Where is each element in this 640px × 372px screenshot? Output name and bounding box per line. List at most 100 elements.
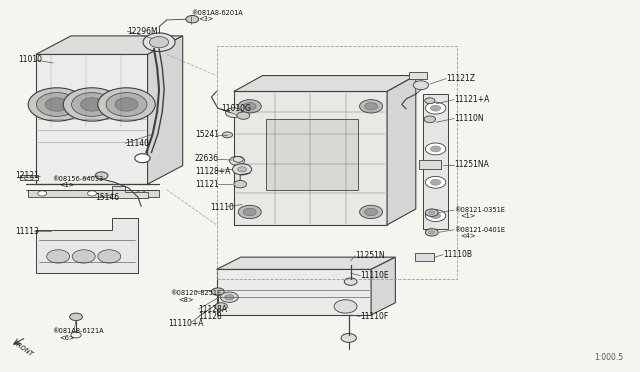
Circle shape: [36, 93, 77, 116]
Circle shape: [237, 167, 246, 172]
Circle shape: [360, 205, 383, 219]
Circle shape: [365, 208, 378, 216]
Circle shape: [426, 102, 446, 114]
Text: 22636: 22636: [195, 154, 219, 163]
Polygon shape: [20, 175, 38, 180]
Circle shape: [238, 205, 261, 219]
Circle shape: [222, 132, 232, 138]
Text: 11113: 11113: [15, 227, 38, 236]
Text: 11010G: 11010G: [221, 105, 252, 113]
Circle shape: [225, 108, 242, 118]
Polygon shape: [266, 119, 358, 190]
Circle shape: [63, 88, 121, 121]
Text: 11128+A: 11128+A: [195, 167, 230, 176]
Circle shape: [431, 179, 441, 185]
Circle shape: [214, 303, 227, 310]
Polygon shape: [234, 92, 387, 225]
Text: <6>: <6>: [60, 335, 75, 341]
Text: 11121Z: 11121Z: [447, 74, 476, 83]
Circle shape: [426, 143, 446, 155]
Circle shape: [47, 250, 70, 263]
Polygon shape: [415, 253, 434, 261]
Polygon shape: [36, 54, 148, 184]
Text: 11110N: 11110N: [454, 114, 484, 123]
Text: 11121: 11121: [195, 180, 219, 189]
Circle shape: [426, 176, 446, 188]
Circle shape: [137, 191, 146, 196]
Text: 11110+A: 11110+A: [168, 319, 204, 328]
Circle shape: [243, 208, 256, 216]
Text: 1:000.5: 1:000.5: [594, 353, 623, 362]
Circle shape: [135, 154, 150, 163]
Text: 11140: 11140: [125, 139, 149, 148]
Text: ®08121-0351E: ®08121-0351E: [454, 207, 505, 213]
Polygon shape: [216, 269, 371, 315]
Polygon shape: [424, 94, 448, 229]
Text: 11110B: 11110B: [444, 250, 472, 259]
Circle shape: [70, 313, 83, 321]
Text: 15146: 15146: [95, 193, 119, 202]
Circle shape: [150, 37, 169, 48]
Circle shape: [238, 100, 261, 113]
Text: ®08120-8251E: ®08120-8251E: [170, 291, 221, 296]
Polygon shape: [387, 76, 416, 225]
Circle shape: [229, 156, 244, 165]
Circle shape: [115, 98, 138, 111]
Circle shape: [426, 210, 446, 222]
Text: <1>: <1>: [60, 182, 75, 188]
Circle shape: [234, 180, 246, 188]
Circle shape: [211, 288, 224, 295]
Text: 11110E: 11110E: [360, 271, 389, 280]
Text: <4>: <4>: [461, 233, 476, 239]
Circle shape: [88, 191, 97, 196]
Text: 11251NA: 11251NA: [454, 160, 489, 169]
Circle shape: [243, 103, 256, 110]
Circle shape: [431, 146, 441, 152]
Text: 11251N: 11251N: [355, 251, 385, 260]
Polygon shape: [148, 36, 182, 184]
Circle shape: [232, 164, 252, 175]
Circle shape: [81, 98, 104, 111]
Circle shape: [334, 300, 357, 313]
Circle shape: [45, 98, 68, 111]
Circle shape: [237, 112, 250, 119]
Polygon shape: [28, 190, 159, 197]
Circle shape: [225, 295, 234, 300]
Circle shape: [365, 103, 378, 110]
Circle shape: [106, 93, 147, 116]
Text: ®081A8-6201A: ®081A8-6201A: [191, 10, 243, 16]
Text: 11128A: 11128A: [198, 305, 228, 314]
Text: 11010: 11010: [18, 55, 42, 64]
Circle shape: [186, 16, 198, 23]
Circle shape: [72, 93, 113, 116]
Text: <8>: <8>: [178, 297, 194, 303]
Text: 11128: 11128: [198, 312, 223, 321]
Polygon shape: [216, 257, 396, 269]
Circle shape: [38, 191, 47, 196]
Circle shape: [426, 209, 438, 217]
Text: <1>: <1>: [461, 214, 476, 219]
Text: 15241: 15241: [195, 129, 219, 139]
Circle shape: [431, 105, 441, 111]
Circle shape: [429, 211, 435, 215]
Circle shape: [425, 98, 435, 104]
Circle shape: [98, 250, 121, 263]
Circle shape: [424, 116, 436, 123]
Circle shape: [220, 292, 238, 302]
Polygon shape: [410, 72, 428, 79]
Text: ®08156-64033: ®08156-64033: [52, 176, 103, 182]
Circle shape: [341, 334, 356, 342]
Polygon shape: [36, 218, 138, 273]
Circle shape: [72, 250, 95, 263]
Text: 12296M: 12296M: [127, 26, 158, 36]
Polygon shape: [36, 36, 182, 54]
Polygon shape: [234, 76, 416, 92]
Text: <3>: <3>: [198, 16, 214, 22]
Polygon shape: [113, 186, 148, 198]
Circle shape: [360, 100, 383, 113]
Text: FRONT: FRONT: [12, 340, 34, 358]
Circle shape: [95, 172, 108, 179]
Circle shape: [431, 213, 441, 219]
Text: ®081A8-6121A: ®081A8-6121A: [52, 328, 104, 334]
Circle shape: [98, 88, 156, 121]
